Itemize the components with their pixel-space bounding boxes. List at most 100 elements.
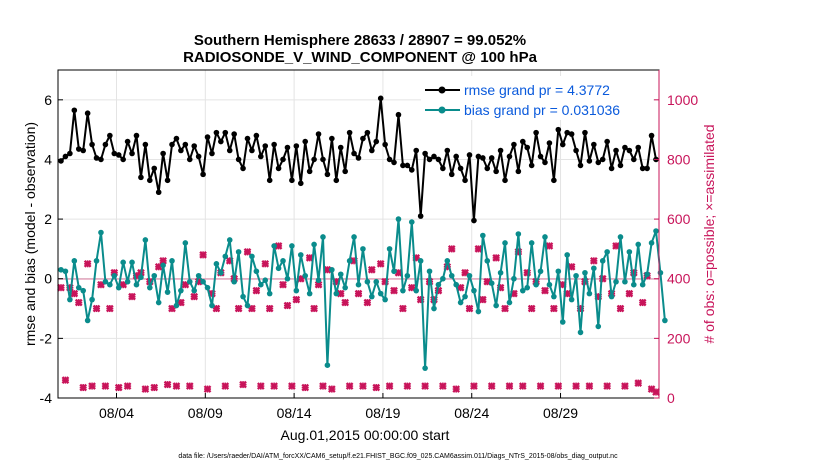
rmse-point [342, 168, 348, 175]
bias-point [75, 284, 82, 291]
bias-point [519, 287, 526, 294]
obs-assimilated-point [141, 385, 150, 393]
rmse-point [80, 147, 87, 154]
bias-point [62, 268, 69, 275]
series-rmse [58, 95, 659, 224]
bias-point [488, 280, 495, 287]
legend-box [421, 76, 653, 120]
rmse-point [275, 165, 282, 172]
bias-point [147, 284, 153, 291]
bias-point [408, 219, 415, 225]
bias-point [639, 281, 646, 288]
bias-point [591, 265, 597, 272]
rmse-point [533, 129, 539, 136]
rmse-point [84, 110, 91, 117]
bias-point [115, 284, 122, 291]
bias-point [386, 246, 393, 252]
obs-assimilated-point [505, 382, 514, 390]
rmse-point [182, 141, 189, 148]
obs-assimilated-point [572, 382, 580, 390]
rmse-point [639, 165, 646, 172]
obs-assimilated-point [279, 280, 287, 289]
bias-point [302, 272, 309, 279]
x-axis-label: Aug.01,2015 00:00:00 start [281, 427, 450, 443]
rmse-point [488, 155, 495, 161]
bias-point [102, 278, 109, 285]
y-axis-left: -4 -2 0 2 4 6 [40, 92, 63, 406]
rmse-point [422, 150, 428, 157]
y-axis-label: rmse and bias (model - observation) [22, 122, 38, 346]
rmse-point [231, 131, 237, 137]
y-right-tick-label: 200 [667, 330, 691, 346]
bias-point [111, 272, 118, 279]
bias-point [564, 252, 570, 258]
bias-point [369, 293, 375, 300]
bias-point [457, 299, 464, 306]
obs-assimilated-point [234, 304, 243, 313]
bias-point [209, 302, 215, 309]
obs-assimilated-point [501, 304, 509, 313]
bias-point [289, 243, 295, 249]
bias-point [595, 323, 602, 330]
obs-assimilated-point [465, 304, 474, 313]
bias-point [320, 234, 326, 240]
rmse-point [253, 132, 260, 139]
chart-title: Southern Hemisphere 28633 / 28907 = 99.0… [194, 32, 526, 49]
rmse-point [480, 155, 486, 161]
rmse-point [249, 147, 255, 154]
y-right-tick-label: 800 [667, 151, 691, 167]
rmse-point [200, 171, 206, 178]
rmse-point [373, 138, 380, 145]
bias-point [164, 289, 171, 295]
rmse-point [471, 217, 477, 224]
bias-point [604, 249, 610, 255]
obs-assimilated-point [625, 289, 634, 298]
rmse-point [240, 165, 246, 172]
rmse-point [519, 138, 526, 145]
y-tick-label: 4 [44, 151, 52, 167]
obs-assimilated-point [243, 248, 252, 256]
chart-subtitle: RADIOSONDE_V_WIND_COMPONENT @ 100 hPa [183, 49, 538, 66]
bias-point [262, 277, 269, 284]
rmse-point [613, 147, 619, 154]
rmse-point [511, 141, 517, 148]
bias-point [413, 287, 420, 294]
rmse-point [444, 147, 451, 154]
y-right-tick-label: 1000 [667, 92, 698, 108]
rmse-point [89, 141, 95, 148]
y-tick-label: 2 [44, 211, 52, 227]
bias-point [58, 266, 64, 273]
obs-assimilated-point [341, 298, 350, 307]
rmse-point [360, 135, 366, 142]
bias-point [546, 281, 553, 288]
rmse-point [604, 138, 610, 145]
bias-point [586, 290, 593, 297]
bias-point [311, 241, 317, 248]
obs-assimilated-point [70, 289, 79, 298]
bias-point [84, 317, 91, 324]
bias-point [266, 290, 273, 297]
x-tick-label: 08/24 [454, 405, 489, 421]
bias-point [249, 253, 255, 260]
rmse-point [93, 155, 100, 161]
legend: rmse grand pr = 4.3772 bias grand pr = 0… [421, 76, 653, 120]
obs-assimilated-point [492, 254, 500, 262]
rmse-point [546, 140, 553, 146]
bias-point [280, 258, 286, 264]
rmse-point [186, 156, 193, 163]
rmse-point [582, 129, 588, 136]
rmse-point [115, 152, 122, 158]
obs-assimilated-point [270, 382, 278, 390]
obs-assimilated-point [474, 245, 483, 253]
bias-point [226, 237, 233, 243]
obs-assimilated-point [545, 242, 554, 250]
y-axis-right-label: # of obs: o=possible; ×=assimilated [701, 124, 717, 343]
bias-point [160, 262, 166, 269]
obs-assimilated-point [367, 265, 376, 274]
obs-assimilated-point [252, 286, 261, 295]
bias-point [120, 259, 126, 266]
rmse-point [599, 156, 606, 163]
obs-assimilated-point [105, 304, 114, 313]
obs-assimilated-point [612, 242, 620, 250]
obs-assimilated-point [221, 382, 230, 390]
